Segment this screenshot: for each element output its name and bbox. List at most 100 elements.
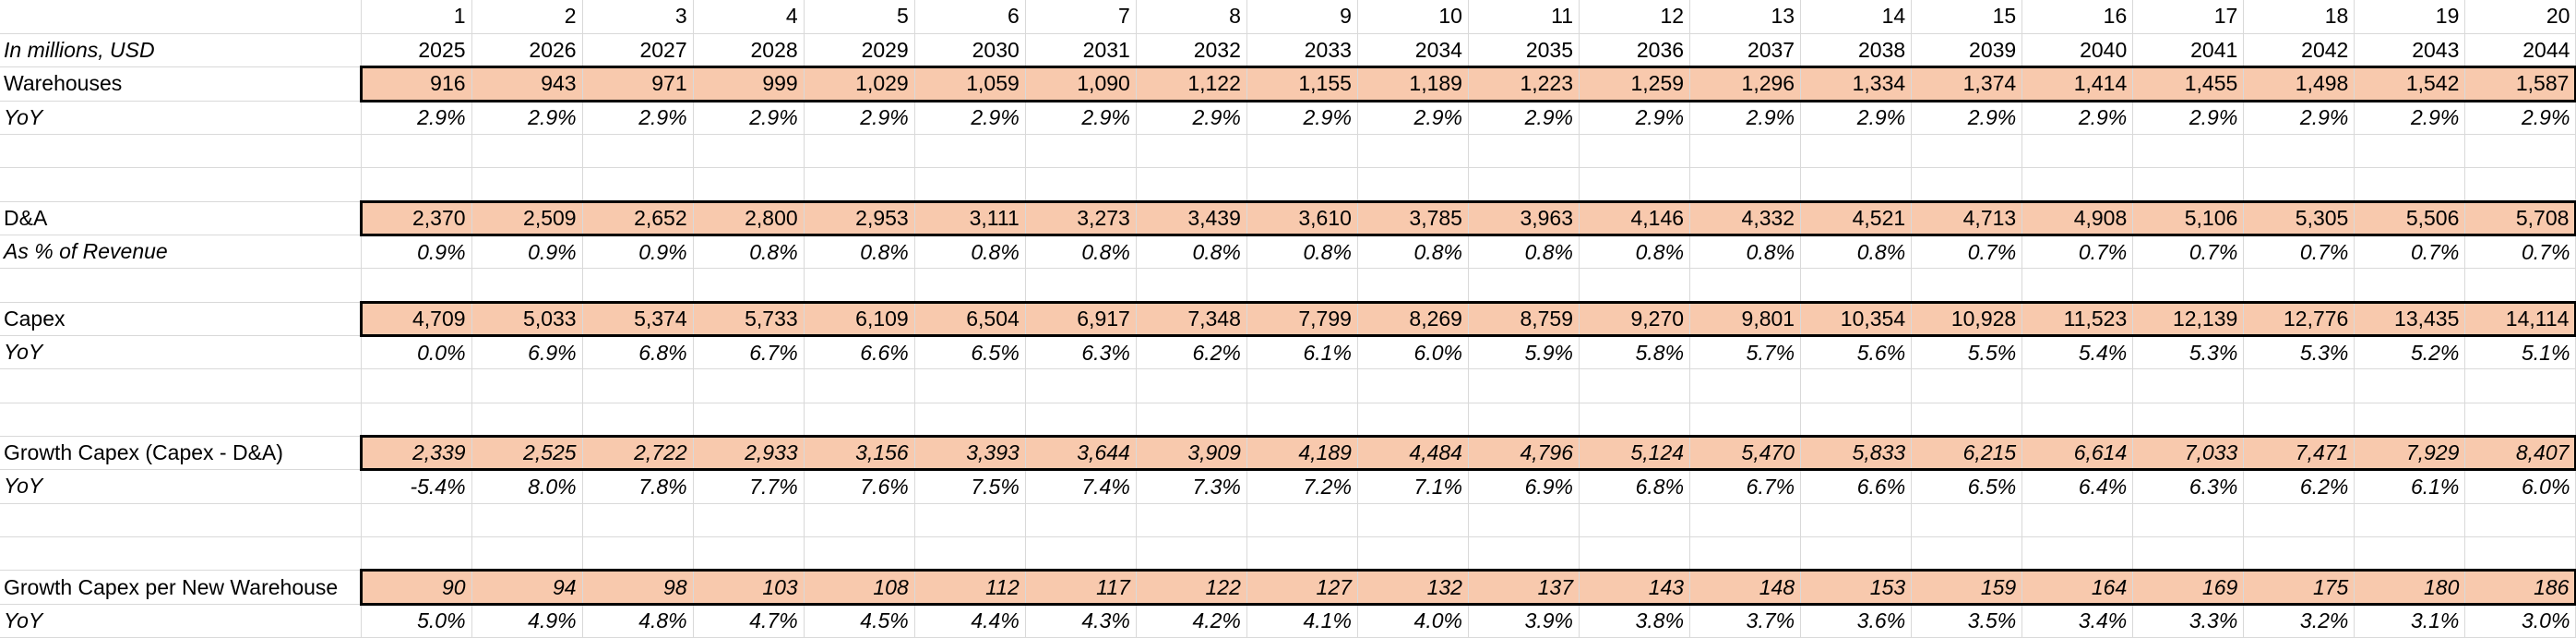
value-cell[interactable]: 169 <box>2132 569 2245 606</box>
value-cell[interactable]: 0.7% <box>2464 235 2576 270</box>
value-cell[interactable]: 2.9% <box>1579 101 1691 135</box>
value-cell[interactable] <box>1025 167 1137 202</box>
value-cell[interactable]: 2,339 <box>359 434 472 472</box>
row-label[interactable]: Growth Capex (Capex - D&A) <box>0 435 362 471</box>
value-cell[interactable] <box>1246 503 1358 538</box>
value-cell[interactable]: 1,090 <box>1025 66 1137 102</box>
value-cell[interactable]: 1,189 <box>1357 66 1469 102</box>
value-cell[interactable]: 2.9% <box>1357 101 1469 135</box>
value-cell[interactable] <box>914 167 1026 202</box>
value-cell[interactable]: 2.9% <box>582 101 694 135</box>
value-cell[interactable]: 2.9% <box>1911 101 2023 135</box>
value-cell[interactable] <box>582 403 694 437</box>
value-cell[interactable]: 5.1% <box>2464 335 2576 370</box>
value-cell[interactable]: 2,509 <box>471 199 583 236</box>
value-cell[interactable]: 0.8% <box>693 235 805 270</box>
value-cell[interactable] <box>2021 368 2134 403</box>
value-cell[interactable] <box>693 134 805 169</box>
value-cell[interactable]: 5.2% <box>2354 335 2466 370</box>
value-cell[interactable] <box>804 503 915 538</box>
value-cell[interactable] <box>1800 167 1913 202</box>
value-cell[interactable]: 3.7% <box>1689 604 1802 638</box>
value-cell[interactable]: 5,470 <box>1689 434 1802 472</box>
value-cell[interactable]: 159 <box>1911 569 2023 606</box>
value-cell[interactable]: 7,033 <box>2132 434 2245 472</box>
value-cell[interactable]: 2.9% <box>1136 101 1247 135</box>
value-cell[interactable] <box>1025 503 1137 538</box>
value-cell[interactable]: 2.9% <box>471 101 583 135</box>
value-cell[interactable] <box>1468 167 1580 202</box>
row-label[interactable] <box>0 403 362 437</box>
value-cell[interactable] <box>1579 503 1691 538</box>
value-cell[interactable] <box>1579 536 1691 572</box>
period-cell[interactable]: 9 <box>1246 0 1358 34</box>
value-cell[interactable]: 2,800 <box>693 199 805 236</box>
value-cell[interactable]: 148 <box>1689 569 1802 606</box>
value-cell[interactable] <box>1357 536 1469 572</box>
row-label[interactable]: YoY <box>0 604 362 638</box>
period-cell[interactable]: 14 <box>1800 0 1913 34</box>
value-cell[interactable]: 2,525 <box>471 434 583 472</box>
value-cell[interactable]: 1,498 <box>2243 66 2355 102</box>
value-cell[interactable] <box>1136 134 1247 169</box>
value-cell[interactable]: 6.4% <box>2021 469 2134 504</box>
year-cell[interactable]: 2042 <box>2243 33 2355 68</box>
value-cell[interactable]: 5.9% <box>1468 335 1580 370</box>
value-cell[interactable]: 2.9% <box>361 101 472 135</box>
value-cell[interactable] <box>1468 268 1580 303</box>
value-cell[interactable] <box>2132 268 2245 303</box>
value-cell[interactable] <box>2243 403 2355 437</box>
value-cell[interactable]: 13,435 <box>2354 300 2466 337</box>
value-cell[interactable]: 3.0% <box>2464 604 2576 638</box>
value-cell[interactable]: 7,348 <box>1136 300 1247 337</box>
value-cell[interactable] <box>914 403 1026 437</box>
value-cell[interactable]: 2.9% <box>1025 101 1137 135</box>
value-cell[interactable] <box>2354 536 2466 572</box>
value-cell[interactable] <box>2354 268 2466 303</box>
value-cell[interactable] <box>1579 268 1691 303</box>
period-cell[interactable]: 6 <box>914 0 1026 34</box>
period-cell[interactable]: 13 <box>1689 0 1802 34</box>
value-cell[interactable]: 117 <box>1025 569 1137 606</box>
value-cell[interactable]: 90 <box>359 569 472 606</box>
value-cell[interactable]: 6,215 <box>1911 434 2023 472</box>
value-cell[interactable] <box>1689 536 1802 572</box>
value-cell[interactable] <box>804 536 915 572</box>
value-cell[interactable] <box>2243 134 2355 169</box>
row-label[interactable] <box>0 536 362 572</box>
value-cell[interactable]: 2,652 <box>582 199 694 236</box>
value-cell[interactable] <box>2464 368 2576 403</box>
row-label[interactable]: YoY <box>0 101 362 135</box>
value-cell[interactable]: 3,610 <box>1246 199 1358 236</box>
value-cell[interactable] <box>2354 134 2466 169</box>
year-cell[interactable]: 2043 <box>2354 33 2466 68</box>
value-cell[interactable] <box>1246 268 1358 303</box>
value-cell[interactable]: 0.7% <box>2021 235 2134 270</box>
value-cell[interactable] <box>2132 167 2245 202</box>
value-cell[interactable] <box>2021 167 2134 202</box>
value-cell[interactable] <box>2021 134 2134 169</box>
value-cell[interactable] <box>1468 134 1580 169</box>
value-cell[interactable]: 175 <box>2243 569 2355 606</box>
value-cell[interactable]: 999 <box>693 66 805 102</box>
value-cell[interactable]: 2.9% <box>1246 101 1358 135</box>
value-cell[interactable]: 7.7% <box>693 469 805 504</box>
value-cell[interactable]: 5.5% <box>1911 335 2023 370</box>
value-cell[interactable]: 10,928 <box>1911 300 2023 337</box>
year-cell[interactable]: 2037 <box>1689 33 1802 68</box>
value-cell[interactable]: 180 <box>2354 569 2466 606</box>
value-cell[interactable] <box>693 403 805 437</box>
value-cell[interactable]: 4.4% <box>914 604 1026 638</box>
value-cell[interactable]: 0.7% <box>2354 235 2466 270</box>
value-cell[interactable]: 5,033 <box>471 300 583 337</box>
value-cell[interactable] <box>361 403 472 437</box>
value-cell[interactable]: 2,953 <box>804 199 915 236</box>
value-cell[interactable] <box>1357 268 1469 303</box>
value-cell[interactable] <box>693 536 805 572</box>
value-cell[interactable] <box>2464 134 2576 169</box>
value-cell[interactable]: 0.7% <box>1911 235 2023 270</box>
value-cell[interactable] <box>471 134 583 169</box>
value-cell[interactable] <box>2354 167 2466 202</box>
value-cell[interactable]: 143 <box>1579 569 1691 606</box>
value-cell[interactable] <box>582 503 694 538</box>
